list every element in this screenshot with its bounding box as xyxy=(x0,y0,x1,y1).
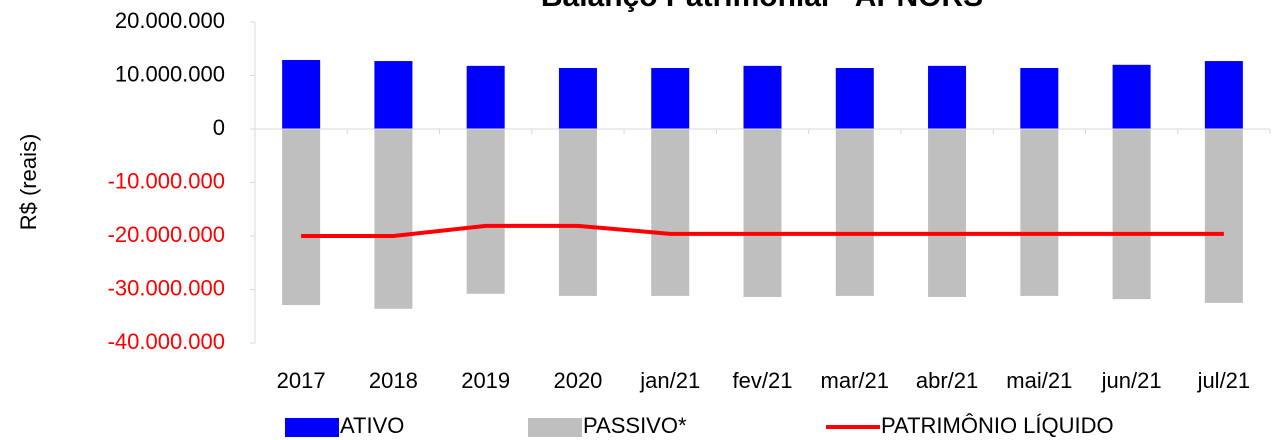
y-tick-label: -10.000.000 xyxy=(108,168,225,193)
legend-label: ATIVO xyxy=(340,413,404,438)
x-tick-label: jun/21 xyxy=(1101,368,1162,393)
x-tick-label: jul/21 xyxy=(1197,368,1251,393)
bar xyxy=(1204,129,1243,303)
chart-title: Balanço Patrimonial - APNORS xyxy=(541,0,983,13)
x-tick-label: mai/21 xyxy=(1006,368,1072,393)
bar xyxy=(835,129,874,296)
x-tick-label: 2020 xyxy=(553,368,602,393)
x-tick-label: 2018 xyxy=(369,368,418,393)
bar xyxy=(558,129,597,296)
y-tick-label: 10.000.000 xyxy=(115,61,225,86)
x-tick-label: abr/21 xyxy=(916,368,978,393)
bar xyxy=(651,129,690,296)
x-tick-label: 2017 xyxy=(277,368,326,393)
bar xyxy=(1112,64,1151,129)
y-tick-label: -40.000.000 xyxy=(108,329,225,354)
bar xyxy=(1204,61,1243,129)
bar xyxy=(928,129,967,297)
bar xyxy=(374,61,413,129)
bar xyxy=(743,129,782,297)
bar xyxy=(558,68,597,129)
line xyxy=(301,223,1224,238)
bar xyxy=(466,129,505,294)
bar xyxy=(835,68,874,129)
legend-swatch xyxy=(528,418,582,437)
legend-swatch xyxy=(285,418,339,437)
x-tick-label: jan/21 xyxy=(639,368,700,393)
y-axis-label: R$ (reais) xyxy=(16,134,41,231)
bar xyxy=(1112,129,1151,300)
legend-label: PATRIMÔNIO LÍQUIDO xyxy=(881,413,1114,438)
y-tick-label: 20.000.000 xyxy=(115,8,225,33)
bar xyxy=(651,68,690,129)
bar xyxy=(282,59,321,129)
x-tick-label: 2019 xyxy=(461,368,510,393)
bar xyxy=(282,129,321,306)
legend-label: PASSIVO* xyxy=(583,413,687,438)
bar xyxy=(928,65,967,129)
y-tick-label: -30.000.000 xyxy=(108,275,225,300)
bar xyxy=(743,65,782,129)
y-tick-label: 0 xyxy=(213,115,225,140)
y-tick-label: -20.000.000 xyxy=(108,222,225,247)
bar xyxy=(1020,68,1059,129)
bar xyxy=(1020,129,1059,296)
x-tick-label: mar/21 xyxy=(821,368,889,393)
bar xyxy=(374,129,413,309)
x-tick-label: fev/21 xyxy=(733,368,793,393)
bar xyxy=(466,65,505,129)
